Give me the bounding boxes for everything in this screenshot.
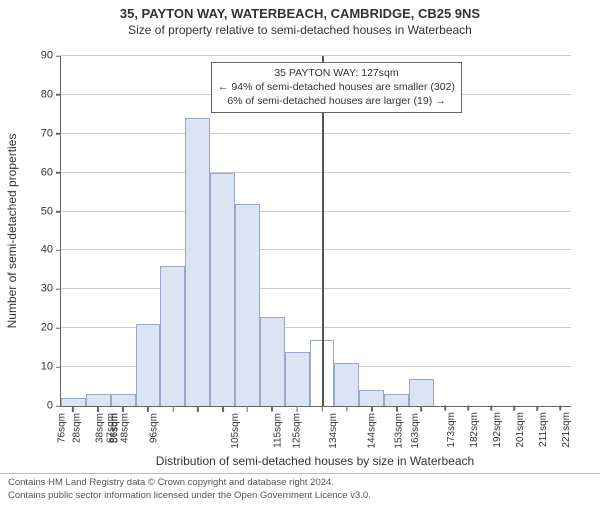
y-tick: 30: [41, 284, 61, 295]
histogram-bar: 76sqm: [185, 118, 210, 406]
y-tick: 60: [41, 167, 61, 178]
info-line-2: ← 94% of semi-detached houses are smalle…: [218, 80, 455, 94]
histogram-bar: 96sqm: [235, 204, 260, 406]
y-tick: 80: [41, 89, 61, 100]
histogram-bar: 144sqm: [359, 390, 384, 406]
x-tick: 153sqm: [391, 407, 402, 449]
x-tick: 182sqm: [467, 406, 469, 448]
histogram-bar: 48sqm: [111, 394, 136, 406]
info-line-1: 35 PAYTON WAY: 127sqm: [218, 66, 455, 80]
histogram-bar: 67sqm: [160, 266, 185, 406]
y-tick: 40: [41, 245, 61, 256]
y-tick: 70: [41, 128, 61, 139]
x-tick: 201sqm: [513, 406, 515, 448]
histogram-bar: 86sqm: [210, 173, 235, 406]
histogram-bar: 115sqm: [285, 352, 310, 406]
x-tick: 192sqm: [490, 406, 492, 448]
footer-line-2: Contains public sector information licen…: [8, 490, 592, 502]
y-tick: 90: [41, 51, 61, 62]
x-axis-label: Distribution of semi-detached houses by …: [60, 454, 570, 468]
footer-line-1: Contains HM Land Registry data © Crown c…: [8, 477, 592, 489]
x-tick: 211sqm: [536, 406, 538, 447]
histogram-bar: 38sqm: [86, 394, 111, 406]
chart-subtitle: Size of property relative to semi-detach…: [0, 23, 600, 37]
histogram-bar: 153sqm: [384, 394, 409, 406]
info-line-3: 6% of semi-detached houses are larger (1…: [218, 94, 455, 108]
histogram-bar: 57sqm: [136, 324, 161, 406]
chart-plot-area: 28sqm38sqm48sqm57sqm67sqm76sqm86sqm96sqm…: [60, 56, 571, 407]
y-tick: 10: [41, 362, 61, 373]
histogram-bar: 134sqm: [334, 363, 359, 406]
histogram-bar: 28sqm: [61, 398, 86, 406]
property-info-box: 35 PAYTON WAY: 127sqm← 94% of semi-detac…: [211, 62, 462, 113]
x-tick: 163sqm: [408, 407, 434, 449]
y-tick: 50: [41, 206, 61, 217]
x-tick: 134sqm: [326, 407, 368, 449]
x-tick: 173sqm: [444, 406, 446, 448]
chart-title: 35, PAYTON WAY, WATERBEACH, CAMBRIDGE, C…: [0, 6, 600, 21]
attribution-footer: Contains HM Land Registry data © Crown c…: [0, 473, 600, 506]
y-tick: 20: [41, 323, 61, 334]
histogram-bar: 105sqm: [260, 317, 285, 406]
x-tick: 144sqm: [364, 407, 379, 449]
y-axis-label: Number of semi-detached properties: [5, 134, 19, 329]
x-tick: 221sqm: [559, 406, 561, 448]
histogram-bar: 163sqm: [409, 379, 434, 406]
